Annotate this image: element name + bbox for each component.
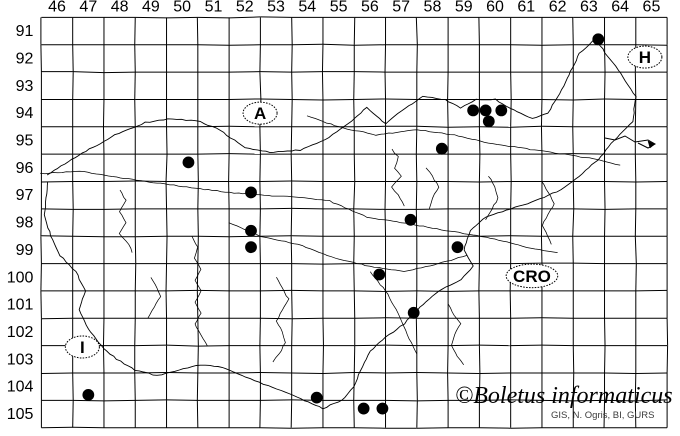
svg-text:101: 101 — [7, 297, 34, 314]
svg-text:104: 104 — [7, 379, 34, 396]
svg-text:59: 59 — [455, 0, 473, 15]
svg-text:92: 92 — [16, 50, 34, 67]
svg-text:51: 51 — [205, 0, 223, 15]
svg-text:93: 93 — [16, 78, 34, 95]
svg-text:97: 97 — [16, 187, 34, 204]
svg-text:56: 56 — [361, 0, 379, 15]
svg-text:105: 105 — [7, 406, 34, 423]
svg-text:64: 64 — [611, 0, 629, 15]
svg-text:49: 49 — [142, 0, 160, 15]
svg-text:102: 102 — [7, 324, 34, 341]
svg-text:CRO: CRO — [513, 267, 551, 286]
svg-text:57: 57 — [392, 0, 410, 15]
svg-text:65: 65 — [643, 0, 661, 15]
svg-text:52: 52 — [236, 0, 254, 15]
svg-text:98: 98 — [16, 215, 34, 232]
svg-text:53: 53 — [267, 0, 285, 15]
svg-text:99: 99 — [16, 242, 34, 259]
svg-text:103: 103 — [7, 351, 34, 368]
svg-text:96: 96 — [16, 160, 34, 177]
svg-text:H: H — [639, 48, 651, 67]
svg-text:A: A — [254, 104, 266, 123]
svg-text:©Boletus informaticus: ©Boletus informaticus — [455, 383, 673, 409]
svg-text:55: 55 — [330, 0, 348, 15]
svg-text:95: 95 — [16, 132, 34, 149]
svg-text:54: 54 — [298, 0, 316, 15]
svg-text:50: 50 — [173, 0, 191, 15]
svg-text:94: 94 — [16, 105, 34, 122]
svg-text:I: I — [80, 338, 85, 357]
svg-text:60: 60 — [486, 0, 504, 15]
svg-text:91: 91 — [16, 23, 34, 40]
svg-text:61: 61 — [517, 0, 535, 15]
svg-text:100: 100 — [7, 269, 34, 286]
svg-text:58: 58 — [424, 0, 442, 15]
svg-text:63: 63 — [580, 0, 598, 15]
svg-text:GIS, N. Ogris, BI, GURS: GIS, N. Ogris, BI, GURS — [551, 410, 654, 421]
svg-text:47: 47 — [79, 0, 97, 15]
svg-text:62: 62 — [549, 0, 567, 15]
svg-text:48: 48 — [111, 0, 129, 15]
svg-text:46: 46 — [48, 0, 66, 15]
